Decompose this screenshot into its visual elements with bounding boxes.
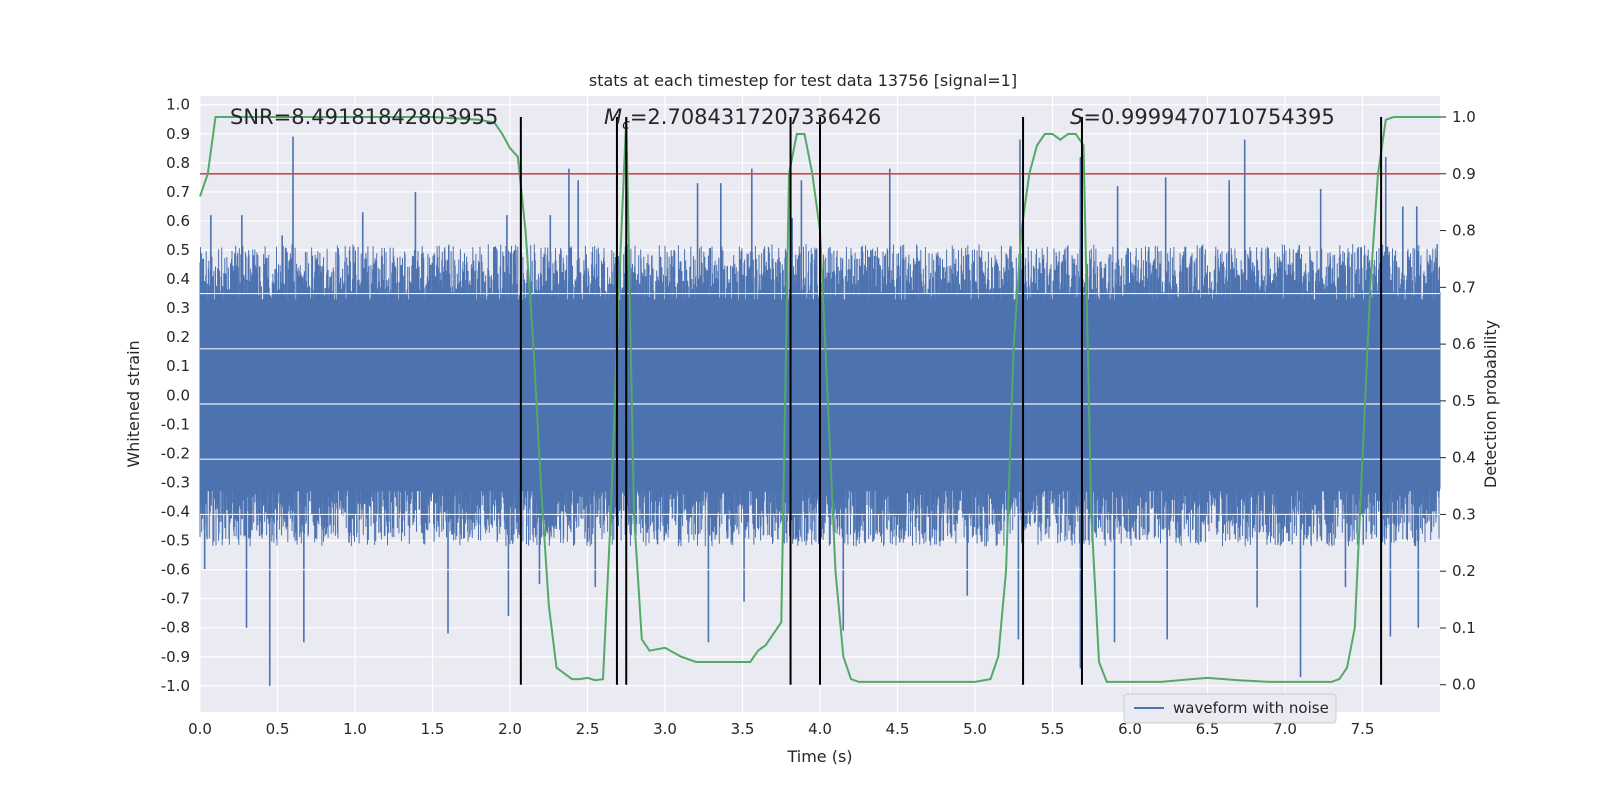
y-tick-label: 0.0 [166, 386, 190, 404]
y-tick-label: -0.3 [161, 473, 190, 491]
legend-entry: waveform with noise [1173, 699, 1329, 717]
x-tick-label: 4.5 [886, 720, 910, 738]
y-tick-label: -0.1 [161, 415, 190, 433]
y2-tick-label: 0.3 [1452, 505, 1476, 523]
s-symbol: S [1070, 105, 1083, 129]
y-tick-label: 0.4 [166, 270, 190, 288]
snr-annotation: SNR=8.49181842803955 [230, 105, 498, 129]
overlay-lines [199, 116, 1440, 685]
legend: waveform with noise [1123, 693, 1337, 724]
x-tick-label: 2.5 [576, 720, 600, 738]
y-tick-label: -0.4 [161, 503, 190, 521]
y-tick-label: -0.9 [161, 648, 190, 666]
x-tick-label: 3.0 [653, 720, 677, 738]
x-tick-label: 5.0 [963, 720, 987, 738]
x-axis-label: Time (s) [786, 747, 852, 766]
chirp-mass-symbol: M [604, 105, 622, 129]
y2-tick-label: 0.9 [1452, 165, 1476, 183]
y-tick-label: 1.0 [166, 96, 190, 114]
y2-tick-label: 0.4 [1452, 449, 1476, 467]
y-tick-label: 0.7 [166, 183, 190, 201]
detection-probability-line [199, 116, 1440, 683]
y2-tick-label: 0.0 [1452, 676, 1476, 694]
x-tick-label: 7.5 [1351, 720, 1375, 738]
chart-title: stats at each timestep for test data 137… [589, 71, 1017, 90]
x-tick-label: 1.0 [343, 720, 367, 738]
s-value: =0.9999470710754395 [1083, 105, 1334, 129]
y2-axis-label: Detection probability [1481, 320, 1500, 488]
axes: 0.0 0.5 1.0 1.5 2.0 2.5 3.0 3.5 4.0 4.5 5.0 5.5 6.0 6… [161, 96, 1476, 738]
x-tick-label: 3.5 [731, 720, 755, 738]
x-tick-label: 1.5 [421, 720, 445, 738]
y2-tick-label: 1.0 [1452, 108, 1476, 126]
y-tick-label: -0.6 [161, 561, 190, 579]
chirp-mass-annotation: Mc=2.7084317207336426 [604, 105, 881, 133]
x-tick-label: 6.0 [1118, 720, 1142, 738]
y2-tick-label: 0.6 [1452, 335, 1476, 353]
y-tick-label: 0.3 [166, 299, 190, 317]
x-tick-label: 4.0 [808, 720, 832, 738]
y2-tick-label: 0.2 [1452, 562, 1476, 580]
y-tick-label: 0.9 [166, 125, 190, 143]
chirp-mass-value: =2.7084317207336426 [630, 105, 881, 129]
legend-box [1123, 693, 1337, 724]
y-tick-label: -0.8 [161, 619, 190, 637]
y-tick-label: 0.6 [166, 212, 190, 230]
y2-tick-label: 0.5 [1452, 392, 1476, 410]
y-tick-label: 0.1 [166, 357, 190, 375]
y-tick-label: 0.5 [166, 241, 190, 259]
x-tick-label: 2.0 [498, 720, 522, 738]
y2-tick-label: 0.7 [1452, 278, 1476, 296]
y-tick-label: 0.8 [166, 154, 190, 172]
y2-tick-label: 0.1 [1452, 619, 1476, 637]
x-tick-label: 5.5 [1041, 720, 1065, 738]
y-tick-label: -0.5 [161, 532, 190, 550]
chirp-mass-subscript: c [622, 117, 630, 133]
y-tick-label: -1.0 [161, 677, 190, 695]
x-tick-label: 7.0 [1273, 720, 1297, 738]
y-tick-label: 0.2 [166, 328, 190, 346]
y-tick-label: -0.7 [161, 590, 190, 608]
y2-tick-label: 0.8 [1452, 222, 1476, 240]
x-tick-label: 0.0 [188, 720, 212, 738]
y-tick-label: -0.2 [161, 444, 190, 462]
x-tick-label: 6.5 [1196, 720, 1220, 738]
x-tick-label: 0.5 [266, 720, 290, 738]
y-axis-label: Whitened strain [124, 340, 143, 467]
s-annotation: S=0.9999470710754395 [1070, 105, 1335, 129]
